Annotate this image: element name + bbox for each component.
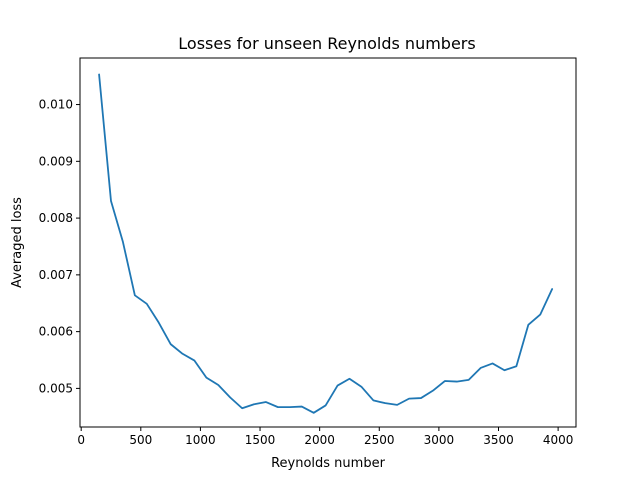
x-tick-label: 2000 — [304, 433, 335, 447]
x-tick-label: 2500 — [364, 433, 395, 447]
plot-frame — [79, 57, 577, 428]
y-tick-label: 0.007 — [39, 268, 73, 282]
x-tick-label: 0 — [77, 433, 85, 447]
x-tick-label: 3500 — [483, 433, 514, 447]
x-tick-label: 4000 — [543, 433, 574, 447]
x-tick-label: 500 — [129, 433, 152, 447]
x-axis: 0 500 1000 1500 2000 2500 3000 3500 4000 — [77, 427, 573, 447]
x-axis-label: Reynolds number — [271, 456, 385, 471]
x-tick-label: 1000 — [185, 433, 216, 447]
series-line — [98, 73, 554, 414]
y-axis: 0.005 0.006 0.007 0.008 0.009 0.010 — [39, 98, 80, 395]
y-tick-label: 0.005 — [39, 381, 73, 395]
y-tick-label: 0.006 — [39, 325, 73, 339]
plot-area — [98, 73, 554, 414]
x-tick-label: 1500 — [245, 433, 276, 447]
x-tick-label: 3000 — [424, 433, 455, 447]
y-tick-label: 0.010 — [39, 98, 73, 112]
y-tick-label: 0.008 — [39, 211, 73, 225]
y-tick-label: 0.009 — [39, 154, 73, 168]
y-axis-label: Averaged loss — [10, 197, 25, 288]
chart-title: Losses for unseen Reynolds numbers — [178, 34, 475, 53]
